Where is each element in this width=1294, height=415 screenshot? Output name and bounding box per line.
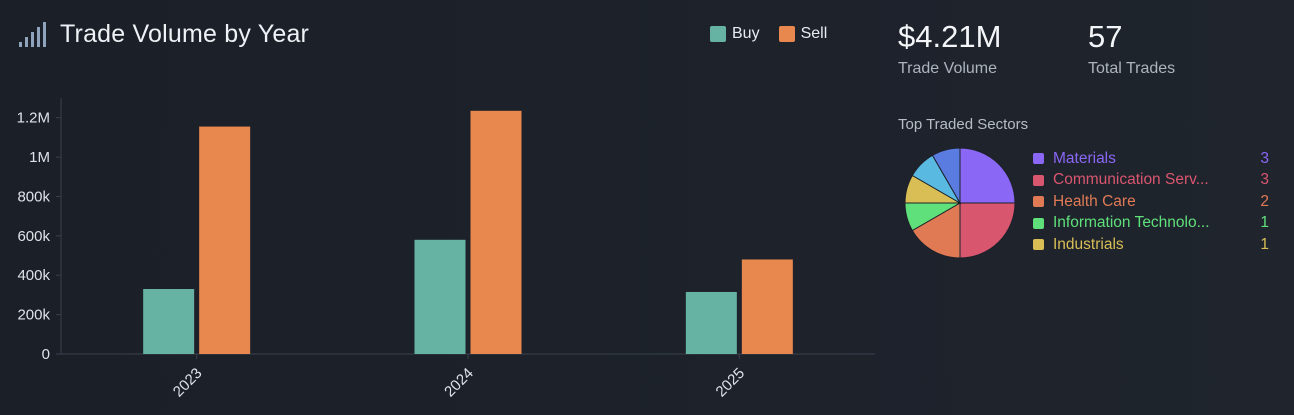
bar-buy-2024 xyxy=(414,239,466,354)
sector-row[interactable]: Materials 3 xyxy=(1033,148,1269,170)
bar-buy-2023 xyxy=(143,289,195,354)
sector-swatch xyxy=(1033,174,1044,186)
sector-count: 1 xyxy=(1260,214,1269,232)
sector-name: Materials xyxy=(1053,149,1116,167)
pie-slice[interactable] xyxy=(959,202,1016,259)
sectors-pie-chart xyxy=(904,147,1016,259)
sector-row[interactable]: Health Care 2 xyxy=(1033,191,1269,213)
y-tick-label: 1.2M xyxy=(17,110,50,127)
sector-name: Information Technolo... xyxy=(1053,214,1210,232)
sector-name: Communication Serv... xyxy=(1053,171,1209,189)
x-tick-label: 2024 xyxy=(441,365,477,401)
bar-buy-2025 xyxy=(685,291,737,354)
sector-name: Health Care xyxy=(1053,192,1136,210)
pie-slice[interactable] xyxy=(931,147,961,205)
sector-swatch xyxy=(1033,217,1044,229)
sector-swatch xyxy=(1033,153,1044,165)
bar-sell-2025 xyxy=(741,259,793,354)
legend-label-sell: Sell xyxy=(800,25,828,42)
trade-volume-value: $4.21M xyxy=(898,19,1002,54)
signal-bars-icon xyxy=(19,21,46,47)
legend-swatch-buy xyxy=(710,26,726,42)
legend-label-buy: Buy xyxy=(732,25,760,42)
sector-swatch xyxy=(1033,239,1044,251)
sector-row[interactable]: Information Technolo... 1 xyxy=(1033,213,1269,235)
y-tick-label: 200k xyxy=(17,307,50,324)
sectors-legend: Materials 3 Communication Serv... 3 Health C… xyxy=(1033,148,1269,256)
legend-item-sell[interactable]: Sell xyxy=(778,25,828,43)
chart-title: Trade Volume by Year xyxy=(60,20,310,48)
x-tick-label: 2025 xyxy=(713,365,749,401)
legend-swatch-sell xyxy=(778,26,795,42)
pie-slice[interactable] xyxy=(911,202,961,259)
legend-item-buy[interactable]: Buy xyxy=(710,25,760,43)
y-tick-label: 400k xyxy=(17,267,50,284)
sector-count: 3 xyxy=(1260,149,1269,167)
x-tick-label: 2023 xyxy=(170,365,206,401)
sector-swatch xyxy=(1033,196,1044,208)
sector-count: 3 xyxy=(1260,171,1269,189)
stat-total-trades: 57 Total Trades xyxy=(1088,18,1175,78)
sector-name: Industrials xyxy=(1053,235,1124,253)
stat-trade-volume: $4.21M Trade Volume xyxy=(898,18,1001,78)
y-tick-label: 1M xyxy=(29,149,50,166)
total-trades-value: 57 xyxy=(1088,19,1123,54)
bar-sell-2024 xyxy=(470,110,522,354)
bar-sell-2023 xyxy=(199,126,251,354)
trade-volume-label: Trade Volume xyxy=(898,60,998,77)
sector-count: 2 xyxy=(1260,192,1269,210)
total-trades-label: Total Trades xyxy=(1088,60,1176,77)
pie-slice[interactable] xyxy=(959,147,1016,204)
y-tick-label: 0 xyxy=(42,346,50,363)
chart-header: Trade Volume by Year xyxy=(18,20,309,49)
sector-count: 1 xyxy=(1260,235,1269,253)
chart-legend: Buy Sell xyxy=(710,25,846,43)
sectors-title: Top Traded Sectors xyxy=(898,116,1029,133)
sector-row[interactable]: Communication Serv... 3 xyxy=(1033,170,1269,192)
y-tick-label: 600k xyxy=(17,228,50,245)
sector-row[interactable]: Industrials 1 xyxy=(1033,234,1269,256)
y-tick-label: 800k xyxy=(17,188,50,205)
bar-chart: 0 200k 400k 600k 800k 1M 1.2M 2023 2024 2025 xyxy=(17,98,875,401)
